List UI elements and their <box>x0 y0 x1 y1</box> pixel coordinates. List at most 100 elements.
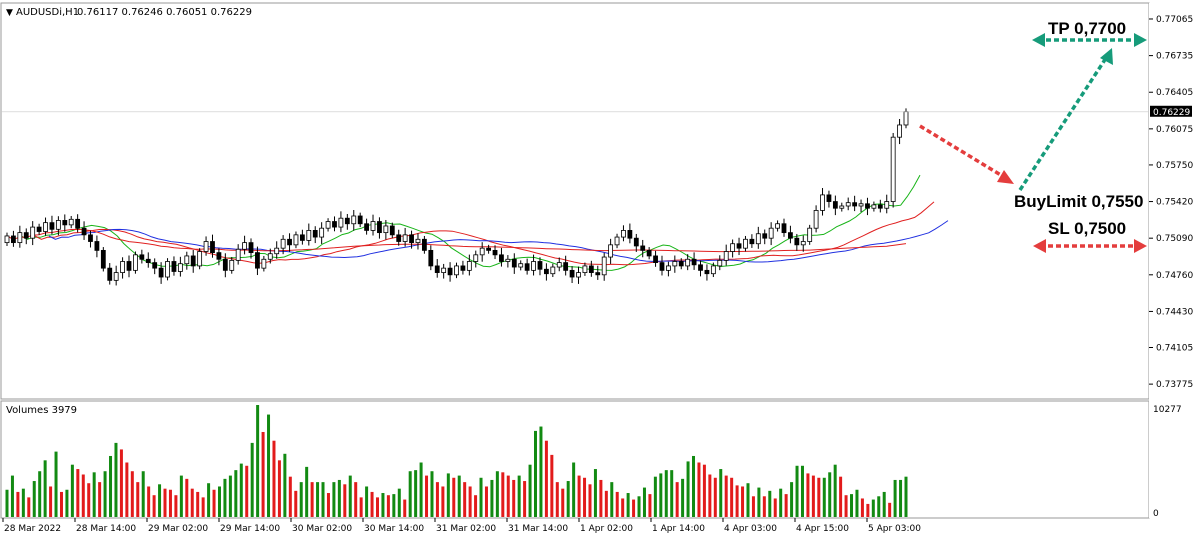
volume-bar <box>806 473 810 517</box>
candle <box>691 252 697 270</box>
volume-bar <box>397 488 401 517</box>
volume-bar <box>593 469 597 517</box>
tp-arrowhead-left-icon <box>1032 33 1045 47</box>
candle-body-down <box>877 204 883 209</box>
candle-body-up <box>235 248 241 261</box>
candle-body-down <box>659 262 665 271</box>
volume-bar <box>457 475 461 517</box>
volume-bar <box>147 486 151 517</box>
candle <box>421 235 427 254</box>
volume-bar <box>130 471 134 517</box>
time-tick-label: 1 Apr 14:00 <box>652 524 705 534</box>
candle-body-up <box>30 226 36 239</box>
candle-body-down <box>544 268 549 275</box>
candle <box>441 263 447 279</box>
volume-bar <box>326 493 330 517</box>
candle <box>49 215 55 235</box>
time-tick-label: 30 Mar 14:00 <box>364 524 424 534</box>
volume-bar <box>506 475 510 517</box>
candle <box>222 253 228 278</box>
candle-body-down <box>691 258 697 266</box>
candle <box>897 118 902 145</box>
candle <box>556 257 562 272</box>
candle <box>325 218 331 232</box>
candle <box>499 247 504 267</box>
candle-body-up <box>710 265 716 275</box>
candle <box>640 239 646 258</box>
candle <box>730 239 736 258</box>
candle-body-up <box>871 204 877 209</box>
volume-bar <box>141 471 145 517</box>
candle <box>55 216 61 236</box>
candle <box>139 249 145 264</box>
candle <box>839 202 845 212</box>
volume-bar <box>566 481 570 517</box>
volume-bar <box>403 499 407 517</box>
candle-body-up <box>550 266 556 275</box>
candle-body-down <box>704 269 710 275</box>
volume-bar <box>119 449 123 517</box>
candle-body-down <box>158 267 164 278</box>
price-tick-label: 0.77065 <box>1156 15 1193 25</box>
volume-bar <box>65 489 69 517</box>
candle <box>171 256 177 276</box>
price-tick-label: 0.75420 <box>1156 198 1193 208</box>
candle-body-down <box>640 245 646 251</box>
candle-body-down <box>81 227 87 236</box>
volume-bar <box>59 491 63 517</box>
volume-axis-min-label: 0 <box>1153 509 1159 519</box>
volume-bar <box>70 464 74 517</box>
candle <box>68 215 74 229</box>
volume-bar <box>866 503 870 517</box>
candle <box>145 252 151 268</box>
time-tick-label: 5 Apr 03:00 <box>868 524 921 534</box>
candle-body-up <box>768 227 774 239</box>
volume-bar <box>877 496 881 517</box>
volume-bar <box>452 477 456 517</box>
volume-bar <box>882 491 886 517</box>
candle <box>511 253 517 274</box>
collapse-triangle-icon[interactable]: ▼ <box>6 8 13 18</box>
candle <box>550 263 556 278</box>
volume-bar <box>474 495 478 517</box>
volume-bar <box>392 494 396 517</box>
candle <box>832 195 838 216</box>
volume-bar <box>32 481 36 517</box>
volume-bar <box>27 497 31 517</box>
candle <box>743 235 748 252</box>
candle <box>293 231 299 249</box>
volume-bar <box>828 472 832 517</box>
time-axis: 28 Mar 2022 28 Mar 14:00 29 Mar 02:00 29 Ma… <box>2 518 921 534</box>
volume-bar <box>305 466 309 517</box>
candle <box>280 235 286 255</box>
volume-bar <box>850 494 854 517</box>
volume-bar <box>550 454 554 517</box>
candle <box>871 201 877 212</box>
candle <box>152 258 158 275</box>
volume-bar <box>871 499 875 517</box>
candle <box>788 225 793 244</box>
candle-body-up <box>441 267 447 273</box>
volume-bar <box>337 479 341 517</box>
volume-bar <box>435 482 439 517</box>
candle-body-down <box>653 255 658 263</box>
candle-body-down <box>210 241 215 254</box>
candle <box>203 236 209 256</box>
time-tick-label: 29 Mar 14:00 <box>220 524 280 534</box>
candle-body-up <box>165 261 170 278</box>
candle-body-down <box>36 226 42 232</box>
candle-body-down <box>377 221 382 234</box>
volume-bar <box>228 475 232 517</box>
volume-bar <box>779 488 783 517</box>
volume-bar <box>21 488 25 517</box>
candle <box>94 235 100 258</box>
volume-bar <box>615 491 619 517</box>
volume-bar <box>681 478 685 517</box>
candle-body-down <box>364 223 370 231</box>
volume-bar <box>626 493 630 517</box>
volume-bar <box>490 479 494 517</box>
volume-bar <box>572 462 576 517</box>
time-tick-label: 28 Mar 14:00 <box>76 524 136 534</box>
candle <box>100 247 106 272</box>
volume-bar <box>430 471 434 517</box>
